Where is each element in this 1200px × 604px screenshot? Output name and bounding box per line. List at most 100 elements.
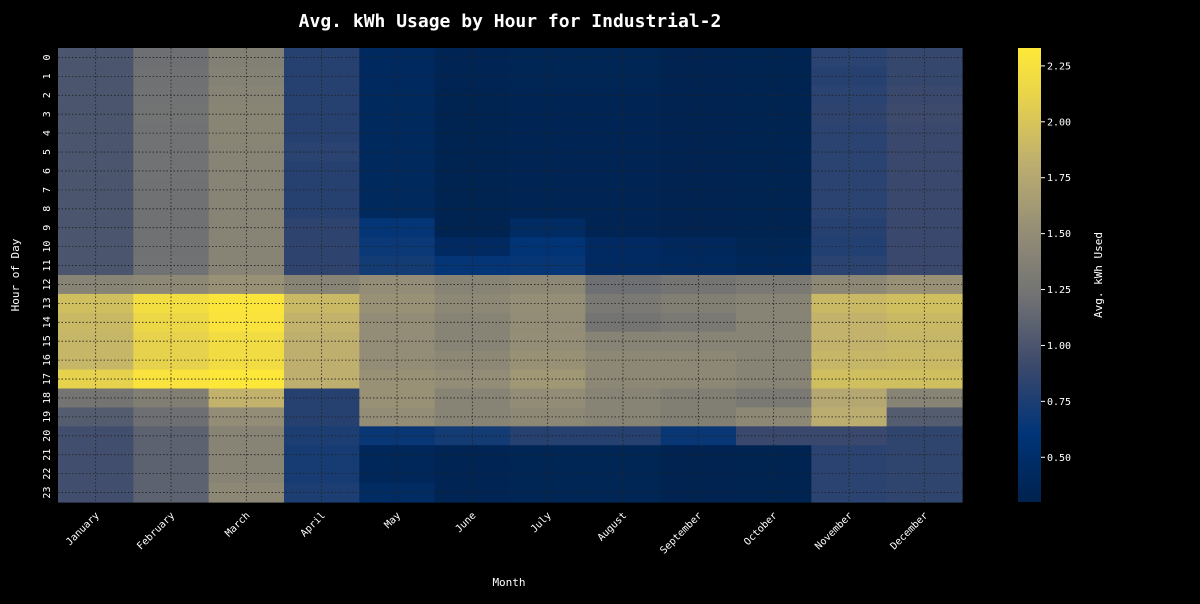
y-tick-label: 14	[42, 316, 53, 328]
y-tick-label: 0	[42, 54, 53, 60]
heatmap-cell	[208, 464, 285, 484]
heatmap-cell	[886, 369, 963, 390]
heatmap-cell	[359, 142, 436, 163]
heatmap-cell	[585, 369, 662, 390]
heatmap-cell	[736, 85, 812, 106]
x-tick-label: December	[889, 510, 931, 552]
heatmap-cell	[736, 426, 812, 446]
heatmap-cell	[359, 426, 436, 446]
y-tick-label: 21	[42, 449, 53, 461]
heatmap-cell	[886, 180, 963, 200]
heatmap-cell	[510, 142, 586, 163]
heatmap-cell	[510, 312, 586, 333]
heatmap-cell	[359, 331, 436, 352]
heatmap-cell	[208, 180, 285, 200]
heatmap-cell	[359, 218, 436, 238]
heatmap-cell	[585, 426, 662, 446]
x-tick-label: April	[299, 510, 328, 539]
heatmap-cell	[208, 142, 285, 163]
x-tick-label: March	[223, 510, 252, 539]
heatmap-cell	[510, 369, 586, 390]
heatmap-cell	[58, 331, 134, 352]
y-tick-label: 6	[42, 168, 53, 174]
heatmap-cell	[886, 426, 963, 446]
heatmap-cell	[359, 464, 436, 484]
heatmap-cell	[886, 312, 963, 333]
y-tick-label: 9	[42, 225, 53, 231]
heatmap-cell	[886, 237, 963, 257]
heatmap-cell	[585, 218, 662, 238]
heatmap-cell	[736, 180, 812, 200]
y-tick-label: 15	[42, 335, 53, 347]
heatmap-cell	[58, 464, 134, 484]
heatmap-cell	[208, 85, 285, 106]
y-tick-label: 2	[42, 92, 53, 98]
heatmap-cell	[736, 407, 812, 427]
heatmap-cell	[510, 426, 586, 446]
heatmap-cell	[886, 331, 963, 352]
heatmap-cell	[58, 180, 134, 200]
heatmap-cell	[585, 180, 662, 200]
heatmap-cell	[434, 426, 511, 446]
colorbar-tick-label: 2.25	[1047, 61, 1071, 72]
x-tick-label: July	[529, 510, 554, 535]
heatmap-cell	[58, 218, 134, 238]
heatmap-cell	[58, 275, 134, 295]
colorbar-tick-label: 1.50	[1047, 229, 1071, 240]
heatmap-cell	[208, 426, 285, 446]
y-tick-label: 12	[42, 278, 53, 290]
heatmap-cell	[58, 369, 134, 390]
heatmap-cell	[58, 407, 134, 427]
heatmap-cell	[434, 85, 511, 106]
heatmap-cell	[585, 85, 662, 106]
heatmap-cell	[58, 142, 134, 163]
colorbar-tick-label: 0.50	[1047, 453, 1071, 464]
heatmap-cell	[736, 275, 812, 295]
x-tick-labels: January February March April May June July Augu…	[64, 510, 930, 556]
colorbar-tick-label: 0.75	[1047, 397, 1071, 408]
heatmap-cell	[434, 275, 511, 295]
heatmap-cell	[510, 237, 586, 257]
y-tick-label: 13	[42, 297, 53, 309]
heatmap-cell	[359, 369, 436, 390]
heatmap-cell	[886, 464, 963, 484]
heatmap-cell	[736, 218, 812, 238]
heatmap-cell	[359, 407, 436, 427]
heatmap-cell	[510, 331, 586, 352]
heatmap-cell	[886, 48, 963, 68]
heatmap-cell	[58, 237, 134, 257]
y-tick-label: 11	[42, 260, 53, 272]
y-tick-label: 7	[42, 187, 53, 193]
y-tick-label: 17	[42, 373, 53, 385]
heatmap-cell	[510, 48, 586, 68]
heatmap-cell	[434, 331, 511, 352]
heatmap-cell	[434, 218, 511, 238]
x-tick-label: October	[742, 510, 780, 548]
heatmap-cell	[434, 48, 511, 68]
x-tick-label: February	[135, 510, 177, 552]
y-tick-label: 5	[42, 149, 53, 155]
colorbar-tick-labels: 0.50 0.75 1.00 1.25 1.50 1.75 2.00 2.25	[1041, 61, 1071, 464]
heatmap-cell	[736, 142, 812, 163]
heatmap-cell	[208, 275, 285, 295]
colorbar	[1018, 48, 1041, 502]
heatmap-cell	[510, 85, 586, 106]
colorbar-tick-label: 1.75	[1047, 173, 1071, 184]
heatmap-cell	[585, 142, 662, 163]
y-axis-label: Hour of Day	[9, 238, 22, 311]
heatmap-cell	[886, 275, 963, 295]
heatmap-cell	[585, 237, 662, 257]
x-tick-label: January	[64, 510, 102, 548]
heatmap-cell	[510, 218, 586, 238]
y-tick-label: 8	[42, 206, 53, 212]
heatmap-cell	[736, 48, 812, 68]
heatmap-cell	[359, 312, 436, 333]
heatmap-cell	[58, 48, 134, 68]
heatmap-cell	[510, 275, 586, 295]
heatmap-cell	[434, 237, 511, 257]
y-tick-label: 16	[42, 354, 53, 366]
colorbar-tick-label: 1.00	[1047, 341, 1071, 352]
heatmap-cell	[208, 218, 285, 238]
